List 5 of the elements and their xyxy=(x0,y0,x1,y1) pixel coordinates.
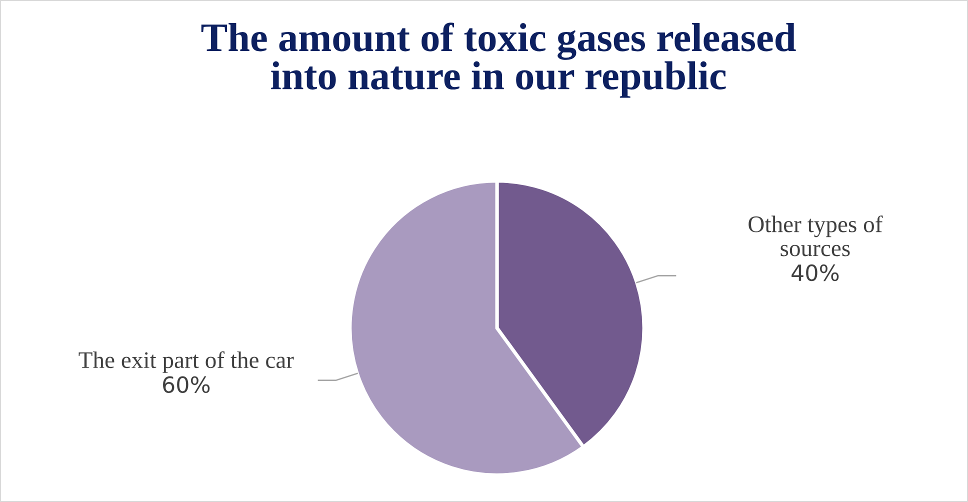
data-label: 40% xyxy=(792,264,839,282)
slice-label: The exit part of the car xyxy=(78,351,294,373)
slice-label: Other types of sources xyxy=(748,215,883,256)
chart-title: The amount of toxic gases released into nature in our republic xyxy=(201,22,796,98)
data-label: 60% xyxy=(163,376,210,394)
